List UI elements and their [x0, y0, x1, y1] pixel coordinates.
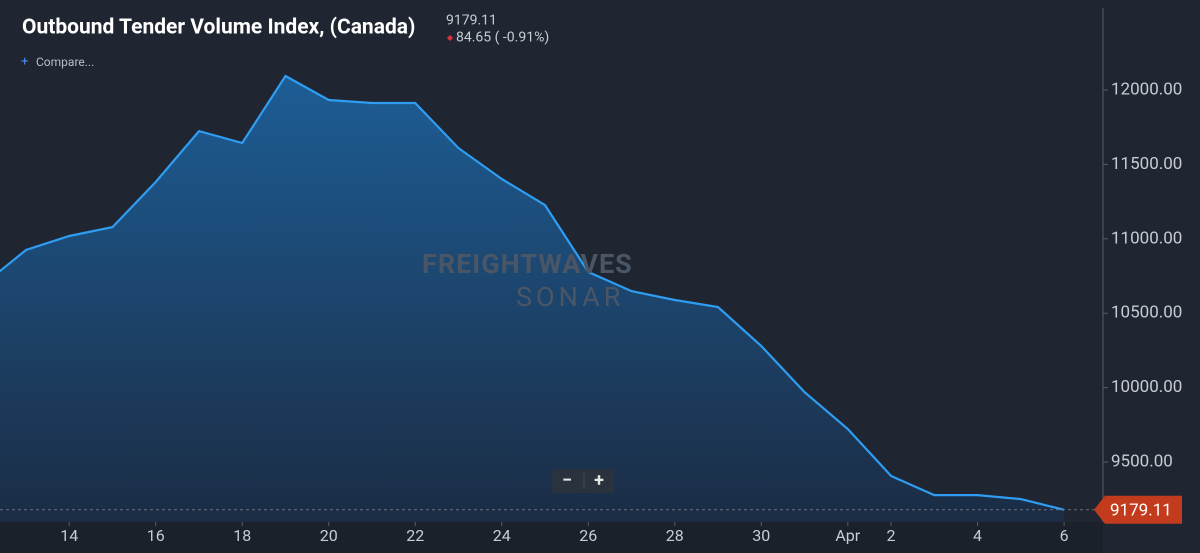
zoom-in[interactable]: + — [594, 470, 604, 491]
chart-title: Outbound Tender Volume Index, (Canada) — [22, 16, 415, 40]
last-value: 9179.11 — [446, 13, 497, 29]
down-icon — [447, 35, 453, 41]
x-tick-label: 14 — [60, 526, 78, 545]
area-fill — [0, 76, 1065, 522]
zoom-out[interactable]: − — [562, 470, 572, 491]
y-tick-label: 9500.00 — [1111, 452, 1173, 472]
plot-area — [0, 74, 1103, 522]
x-tick-label: 24 — [493, 526, 511, 545]
x-tick-label: 20 — [320, 526, 338, 545]
change: 84.65 ( -0.91%) — [456, 30, 549, 46]
x-tick-label: 2 — [887, 526, 896, 545]
line — [0, 74, 1065, 511]
y-tick-label: 12000.00 — [1111, 80, 1182, 100]
compare-plus[interactable]: + — [21, 54, 28, 69]
last-value-tag — [1094, 495, 1182, 524]
x-axis-band — [0, 522, 1103, 553]
watermark: FREIGHTWAVES — [422, 248, 633, 280]
compare[interactable]: Compare... — [36, 55, 94, 69]
x-tick-label: 26 — [579, 526, 597, 545]
x-tick-label: 16 — [147, 526, 165, 545]
y-tick-label: 11500.00 — [1111, 154, 1182, 174]
x-tick-label: 30 — [752, 526, 770, 545]
x-tick-label: 18 — [233, 526, 251, 545]
x-tick-label: 22 — [406, 526, 424, 545]
x-tick-label: 28 — [666, 526, 684, 545]
last-value-tag-label: 9179.11 — [1110, 500, 1172, 520]
x-tick-label: 4 — [973, 526, 982, 545]
x-tick-label: 6 — [1060, 526, 1069, 545]
y-tick-label: 10500.00 — [1111, 303, 1182, 323]
y-tick-label: 11000.00 — [1111, 228, 1182, 248]
y-tick-label: 10000.00 — [1111, 377, 1182, 397]
watermark: SONAR — [516, 281, 624, 313]
zoom-bar — [552, 469, 614, 493]
x-tick-label: Apr — [835, 526, 860, 545]
